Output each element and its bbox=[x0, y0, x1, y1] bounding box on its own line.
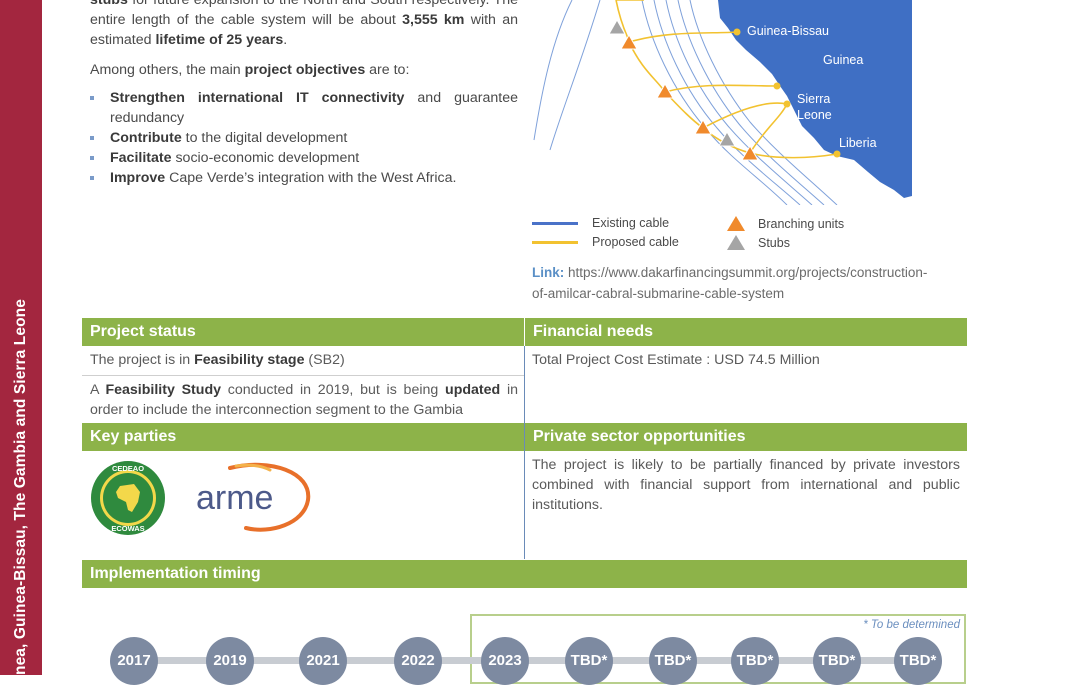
implementation-header: Implementation timing bbox=[82, 560, 967, 588]
intro-text: for future expansion to the North and So… bbox=[90, 0, 518, 28]
objective-bold: Improve bbox=[110, 170, 166, 186]
sidebar-band: nea, Guinea-Bissau, The Gambia and Sierr… bbox=[0, 0, 42, 675]
existing-cable-swatch bbox=[532, 221, 578, 225]
link-label: Link: bbox=[532, 265, 565, 280]
cable-lifetime: lifetime of 25 years bbox=[155, 32, 284, 48]
objective-bold: Strengthen international IT connectivity bbox=[110, 90, 405, 106]
legend-proposed: Proposed cable bbox=[532, 235, 679, 249]
objectives-intro: Among others, the main project objective… bbox=[90, 60, 518, 80]
legend-proposed-label: Proposed cable bbox=[592, 235, 679, 249]
objectives-bold: project objectives bbox=[244, 62, 366, 78]
objectives-text: Among others, the main bbox=[90, 62, 245, 78]
objective-text: and guarantee redundancy bbox=[110, 90, 518, 126]
timeline-year: 2017 bbox=[110, 637, 158, 685]
map-label-leone: Leone bbox=[797, 108, 832, 122]
status-text: in order to include the interconnection … bbox=[90, 382, 519, 418]
intro-paragraph: stubs for future expansion to the North … bbox=[90, 0, 518, 50]
financial-needs-text: Total Project Cost Estimate : USD 74.5 M… bbox=[532, 352, 820, 368]
list-item: Facilitate socio-economic development bbox=[90, 148, 518, 168]
intro-text: . bbox=[283, 32, 288, 48]
key-parties-header: Key parties bbox=[82, 423, 524, 451]
status-text: A bbox=[90, 382, 106, 398]
timeline-year: TBD* bbox=[894, 637, 942, 685]
map-label-sierra: Sierra bbox=[797, 92, 830, 106]
objectives-list: Strengthen international IT connectivity… bbox=[90, 88, 518, 188]
intro-text: with an estimated bbox=[90, 12, 518, 48]
objectives-text: are to: bbox=[365, 62, 410, 78]
intro-section: stubs for future expansion to the North … bbox=[90, 0, 518, 188]
objective-bold: Facilitate bbox=[110, 150, 172, 166]
map-label-guinea: Guinea bbox=[823, 53, 863, 67]
status-bold: Feasibility Study bbox=[105, 382, 222, 398]
project-link[interactable]: Link: https://www.dakarfinancingsummit.o… bbox=[532, 262, 972, 304]
row-divider bbox=[82, 375, 524, 376]
status-text: (SB2) bbox=[304, 352, 345, 368]
proposed-cable-swatch bbox=[532, 240, 578, 244]
cable-route-map: Guinea-Bissau Guinea Sierra Leone Liberi… bbox=[532, 0, 917, 205]
status-text: The project is in bbox=[90, 352, 195, 368]
legend-stubs: Stubs bbox=[726, 235, 790, 250]
land-mass bbox=[718, 0, 912, 198]
link-url[interactable]: https://www.dakarfinancingsummit.org/pro… bbox=[564, 265, 928, 280]
objective-text: Cape Verde’s integration with the West A… bbox=[165, 170, 457, 186]
status-bold: updated bbox=[445, 382, 501, 398]
branching-unit-icon bbox=[727, 216, 745, 231]
private-sector-header: Private sector opportunities bbox=[525, 423, 967, 451]
private-sector-text: The project is likely to be partially fi… bbox=[532, 457, 960, 513]
column-divider bbox=[524, 346, 525, 559]
timeline-year: 2023 bbox=[481, 637, 529, 685]
map-label-guinea-bissau: Guinea-Bissau bbox=[747, 24, 829, 38]
sidebar-title: nea, Guinea-Bissau, The Gambia and Sierr… bbox=[12, 299, 29, 675]
tbd-note: * To be determined bbox=[863, 619, 960, 631]
list-item: Contribute to the digital development bbox=[90, 128, 518, 148]
project-status-header: Project status bbox=[82, 318, 524, 346]
stub-icon bbox=[727, 235, 745, 250]
status-stage: Feasibility stage bbox=[194, 352, 305, 368]
timeline-year: 2021 bbox=[299, 637, 347, 685]
branching-units bbox=[620, 33, 759, 161]
objective-bold: Contribute bbox=[110, 130, 182, 146]
timeline-year: 2019 bbox=[206, 637, 254, 685]
timeline-year: TBD* bbox=[649, 637, 697, 685]
legend-branching-label: Branching units bbox=[758, 216, 845, 231]
map-legend: Existing cable Proposed cable Branching … bbox=[532, 214, 932, 258]
stubs bbox=[608, 18, 736, 147]
cable-length: 3,555 km bbox=[402, 12, 465, 28]
map-label-liberia: Liberia bbox=[839, 136, 877, 150]
project-status-stage: The project is in Feasibility stage (SB2… bbox=[90, 350, 518, 370]
arme-logo-text: arme bbox=[196, 479, 273, 517]
status-text: conducted in 2019, but is being bbox=[221, 382, 446, 398]
legend-stubs-label: Stubs bbox=[758, 235, 790, 250]
legend-existing-label: Existing cable bbox=[592, 216, 670, 230]
financial-needs-header: Financial needs bbox=[525, 318, 967, 346]
list-item: Strengthen international IT connectivity… bbox=[90, 88, 518, 128]
list-item: Improve Cape Verde’s integration with th… bbox=[90, 168, 518, 188]
timeline-year: 2022 bbox=[394, 637, 442, 685]
objective-text: socio-economic development bbox=[171, 150, 360, 166]
arme-logo: arme bbox=[196, 462, 311, 532]
legend-existing: Existing cable bbox=[532, 216, 669, 230]
ecowas-logo-bottom-text: ECOWAS bbox=[111, 524, 144, 533]
intro-bold-stubs: stubs bbox=[90, 0, 128, 8]
link-url-continued[interactable]: of-amilcar-cabral-submarine-cable-system bbox=[532, 286, 785, 301]
objective-text: to the digital development bbox=[181, 130, 348, 146]
timeline-year: TBD* bbox=[565, 637, 613, 685]
tbd-timeline-box: * To be determined bbox=[470, 614, 966, 684]
project-status-study: A Feasibility Study conducted in 2019, b… bbox=[90, 380, 518, 420]
ecowas-logo-top-text: CEDEAO bbox=[112, 464, 144, 473]
timeline-year: TBD* bbox=[813, 637, 861, 685]
legend-branching: Branching units bbox=[726, 216, 844, 231]
timeline-year: TBD* bbox=[731, 637, 779, 685]
ecowas-logo: CEDEAO ECOWAS bbox=[91, 461, 165, 535]
